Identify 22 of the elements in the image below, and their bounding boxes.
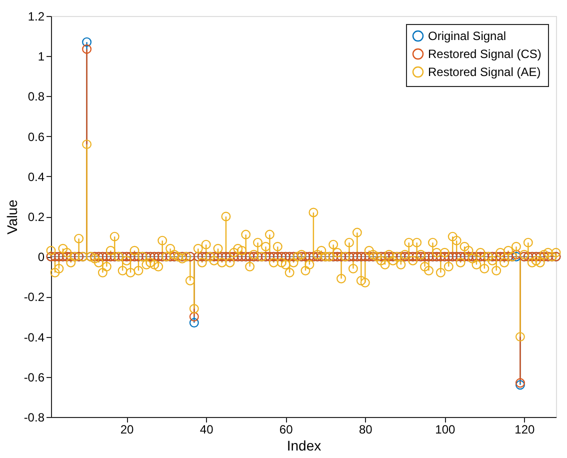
x-tick-label: 80 [358,422,373,436]
y-tick-label: -0.8 [24,410,45,424]
y-tick-label: 0 [38,250,45,264]
y-tick-label: 1.2 [28,10,45,24]
x-tick-label: 20 [120,422,134,436]
y-tick-label: 0.2 [28,210,45,224]
legend-label: Restored Signal (CS) [428,47,542,61]
x-axis-title: Index [286,438,322,454]
y-tick-label: -0.6 [24,370,45,384]
y-tick-label: -0.4 [24,330,45,344]
y-tick-label: 0.4 [28,170,45,184]
y-tick-label: 1 [38,50,45,64]
y-tick-label: 0.8 [28,90,45,104]
legend-label: Restored Signal (AE) [428,65,541,79]
x-tick-label: 40 [200,422,214,436]
x-tick-label: 120 [514,422,536,436]
y-axis-title: Value [4,199,20,234]
y-tick-label: 0.6 [28,130,45,144]
legend-label: Original Signal [428,29,506,43]
x-tick-label: 100 [435,422,456,436]
y-tick-label: -0.2 [24,290,45,304]
x-tick-label: 60 [279,422,294,436]
